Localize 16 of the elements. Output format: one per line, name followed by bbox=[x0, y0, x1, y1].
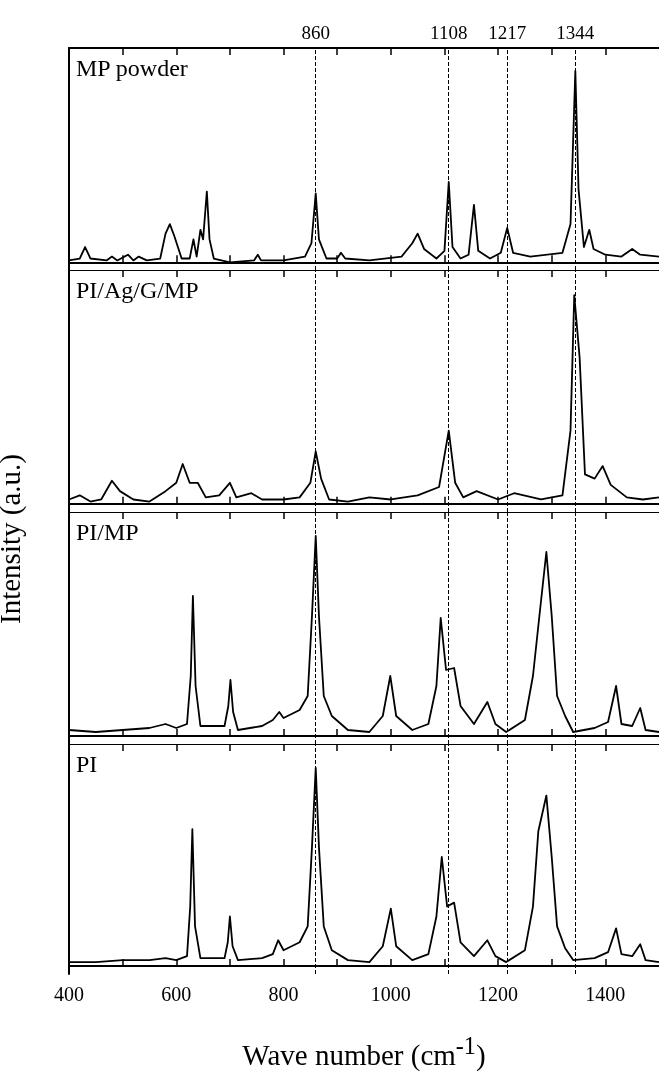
y-axis-title: Intensity (a.u.) bbox=[0, 454, 27, 624]
legend-label: PI bbox=[76, 751, 98, 777]
ref-line-label: 1108 bbox=[430, 22, 468, 43]
x-tick-label: 1200 bbox=[478, 983, 519, 1005]
legend-label: PI/Ag/G/MP bbox=[76, 277, 199, 303]
x-tick-label: 800 bbox=[268, 983, 299, 1005]
ref-line-label: 860 bbox=[301, 22, 330, 43]
ref-line-label: 1217 bbox=[488, 22, 527, 43]
ref-line-label: 1344 bbox=[556, 22, 595, 43]
x-tick-label: 1400 bbox=[585, 983, 626, 1005]
legend-label: PI/MP bbox=[76, 519, 139, 545]
x-tick-label: 600 bbox=[161, 983, 192, 1005]
x-axis-title: Wave number (cm$^{-1}$) bbox=[241, 1032, 487, 1072]
x-tick-label: 1000 bbox=[370, 983, 411, 1005]
legend-label: MP powder bbox=[76, 55, 188, 81]
x-tick-label: 400 bbox=[54, 983, 84, 1005]
